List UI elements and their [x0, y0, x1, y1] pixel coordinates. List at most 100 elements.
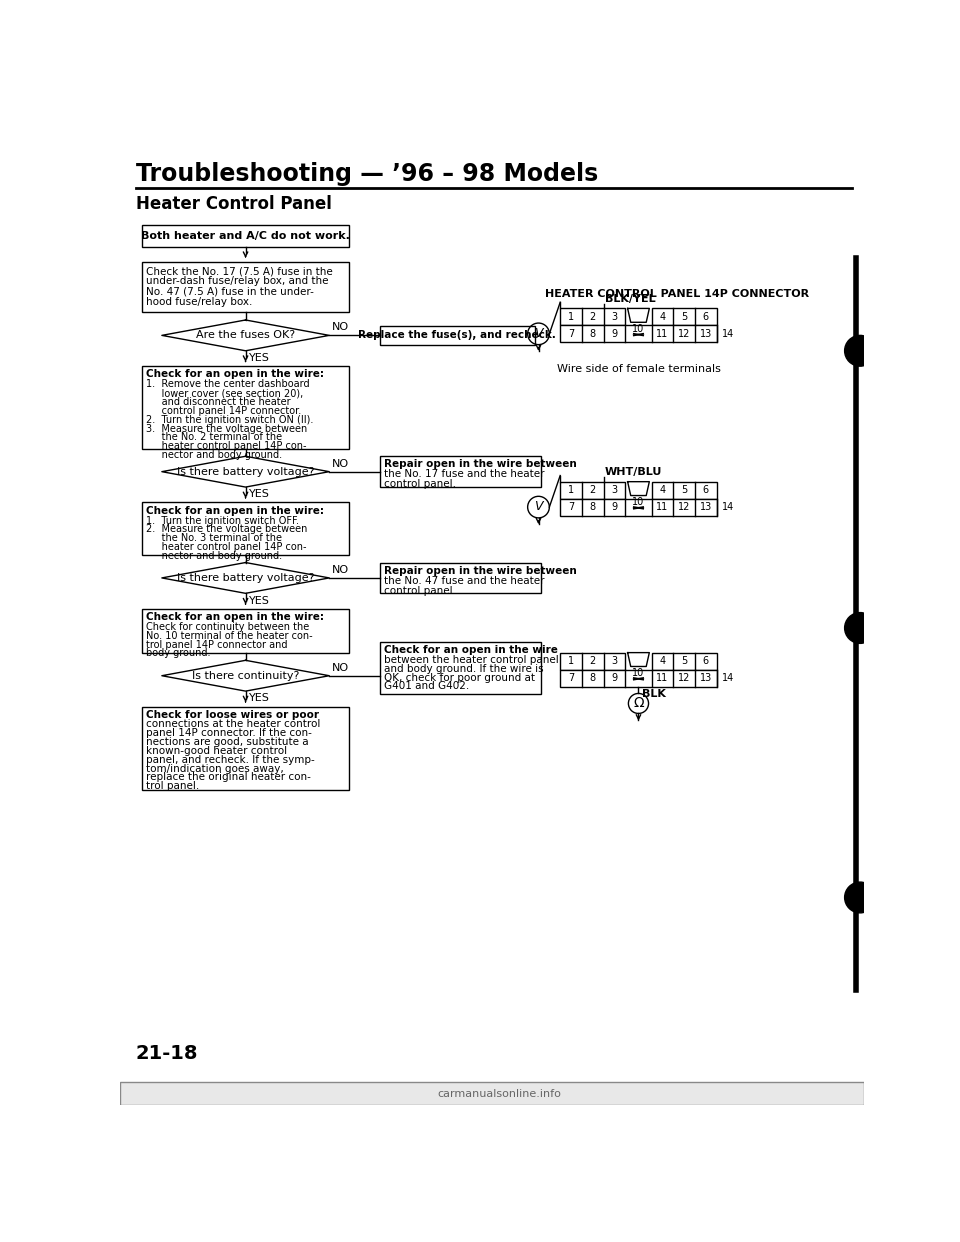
Text: 9: 9: [612, 329, 617, 339]
Text: 3: 3: [612, 312, 617, 322]
Text: 6: 6: [703, 486, 709, 496]
Text: 9: 9: [612, 673, 617, 683]
Text: Are the fuses OK?: Are the fuses OK?: [196, 330, 295, 340]
Text: 2.  Measure the voltage between: 2. Measure the voltage between: [146, 524, 307, 534]
Text: YES: YES: [249, 353, 270, 363]
Text: V: V: [535, 499, 542, 513]
Text: heater control panel 14P con-: heater control panel 14P con-: [146, 542, 306, 553]
Text: Ω: Ω: [634, 696, 644, 709]
Text: lower cover (see section 20),: lower cover (see section 20),: [146, 388, 302, 399]
Text: 13: 13: [700, 673, 712, 683]
Text: YES: YES: [249, 489, 270, 499]
Text: Is there continuity?: Is there continuity?: [192, 671, 300, 681]
Text: nector and body ground.: nector and body ground.: [146, 450, 281, 460]
Text: under-dash fuse/relay box, and the: under-dash fuse/relay box, and the: [146, 277, 328, 287]
Text: carmanualsonline.info: carmanualsonline.info: [438, 1089, 562, 1099]
FancyBboxPatch shape: [561, 325, 717, 343]
Text: 2: 2: [589, 486, 596, 496]
Text: 10: 10: [633, 498, 644, 508]
Circle shape: [845, 335, 876, 366]
Text: No. 10 terminal of the heater con-: No. 10 terminal of the heater con-: [146, 631, 312, 641]
FancyBboxPatch shape: [561, 669, 717, 687]
FancyBboxPatch shape: [142, 366, 349, 448]
Text: Check for an open in the wire: Check for an open in the wire: [383, 645, 558, 655]
Text: 11: 11: [657, 502, 668, 512]
Text: 14: 14: [722, 673, 733, 683]
Text: No. 47 (7.5 A) fuse in the under-: No. 47 (7.5 A) fuse in the under-: [146, 287, 314, 297]
Text: trol panel 14P connector and: trol panel 14P connector and: [146, 640, 287, 650]
Text: G401 and G402.: G401 and G402.: [383, 682, 468, 692]
Text: 3: 3: [612, 486, 617, 496]
Text: 2: 2: [589, 312, 596, 322]
Text: trol panel.: trol panel.: [146, 781, 199, 791]
Polygon shape: [628, 308, 649, 322]
Polygon shape: [628, 482, 649, 496]
Text: YES: YES: [249, 596, 270, 606]
FancyBboxPatch shape: [379, 563, 540, 594]
Polygon shape: [162, 563, 329, 594]
Text: Heater Control Panel: Heater Control Panel: [135, 195, 331, 214]
Text: 5: 5: [681, 312, 687, 322]
Text: Replace the fuse(s), and recheck.: Replace the fuse(s), and recheck.: [358, 330, 556, 340]
Text: body ground.: body ground.: [146, 648, 210, 658]
Polygon shape: [162, 320, 329, 350]
Text: 6: 6: [703, 312, 709, 322]
Text: the No. 3 terminal of the: the No. 3 terminal of the: [146, 533, 281, 543]
Text: 10: 10: [633, 324, 644, 334]
Text: and disconnect the heater: and disconnect the heater: [146, 397, 290, 407]
Text: 14: 14: [722, 502, 733, 512]
FancyBboxPatch shape: [142, 503, 349, 555]
Text: 4: 4: [660, 656, 665, 666]
Text: 5: 5: [681, 486, 687, 496]
Text: and body ground. If the wire is: and body ground. If the wire is: [383, 663, 543, 673]
Text: NO: NO: [331, 565, 348, 575]
Text: 3: 3: [612, 656, 617, 666]
Text: control panel.: control panel.: [383, 479, 455, 489]
Text: Repair open in the wire between: Repair open in the wire between: [383, 460, 576, 469]
FancyBboxPatch shape: [561, 308, 625, 325]
Text: 5: 5: [681, 656, 687, 666]
Text: 1: 1: [568, 312, 574, 322]
Text: nector and body ground.: nector and body ground.: [146, 551, 281, 561]
Text: 21-18: 21-18: [135, 1045, 198, 1063]
Polygon shape: [162, 661, 329, 691]
Text: OK, check for poor ground at: OK, check for poor ground at: [383, 673, 535, 683]
Text: 14: 14: [722, 329, 733, 339]
Text: the No. 47 fuse and the heater: the No. 47 fuse and the heater: [383, 575, 544, 586]
Text: 12: 12: [678, 502, 690, 512]
Text: 1: 1: [568, 656, 574, 666]
Text: panel 14P connector. If the con-: panel 14P connector. If the con-: [146, 728, 311, 738]
FancyBboxPatch shape: [379, 456, 540, 487]
FancyBboxPatch shape: [379, 325, 535, 345]
Text: control panel 14P connector.: control panel 14P connector.: [146, 406, 300, 416]
Text: 9: 9: [612, 502, 617, 512]
Text: Check for an open in the wire:: Check for an open in the wire:: [146, 369, 324, 379]
Text: 1.  Remove the center dashboard: 1. Remove the center dashboard: [146, 379, 309, 389]
Text: Is there battery voltage?: Is there battery voltage?: [177, 573, 314, 582]
Text: nections are good, substitute a: nections are good, substitute a: [146, 737, 308, 746]
Text: Wire side of female terminals: Wire side of female terminals: [557, 364, 720, 374]
Text: Troubleshooting — ’96 – 98 Models: Troubleshooting — ’96 – 98 Models: [135, 163, 598, 186]
Text: 8: 8: [589, 502, 596, 512]
Text: connections at the heater control: connections at the heater control: [146, 719, 320, 729]
Text: panel, and recheck. If the symp-: panel, and recheck. If the symp-: [146, 755, 314, 765]
Text: BLK/YEL: BLK/YEL: [605, 294, 656, 304]
FancyBboxPatch shape: [142, 262, 349, 312]
Text: between the heater control panel: between the heater control panel: [383, 655, 559, 664]
Text: Check the No. 17 (7.5 A) fuse in the: Check the No. 17 (7.5 A) fuse in the: [146, 266, 332, 276]
Text: 1.  Turn the ignition switch OFF.: 1. Turn the ignition switch OFF.: [146, 515, 299, 525]
Text: Check for an open in the wire:: Check for an open in the wire:: [146, 612, 324, 622]
Text: 7: 7: [568, 329, 574, 339]
Text: 8: 8: [589, 329, 596, 339]
Text: 11: 11: [657, 329, 668, 339]
Text: 7: 7: [568, 502, 574, 512]
Text: 7: 7: [568, 673, 574, 683]
Text: known-good heater control: known-good heater control: [146, 745, 287, 756]
Text: Check for loose wires or poor: Check for loose wires or poor: [146, 710, 319, 720]
FancyBboxPatch shape: [561, 482, 625, 498]
Circle shape: [845, 882, 876, 913]
Text: control panel.: control panel.: [383, 586, 455, 596]
FancyBboxPatch shape: [561, 652, 625, 669]
Text: 12: 12: [678, 329, 690, 339]
Text: Check for continuity between the: Check for continuity between the: [146, 622, 309, 632]
